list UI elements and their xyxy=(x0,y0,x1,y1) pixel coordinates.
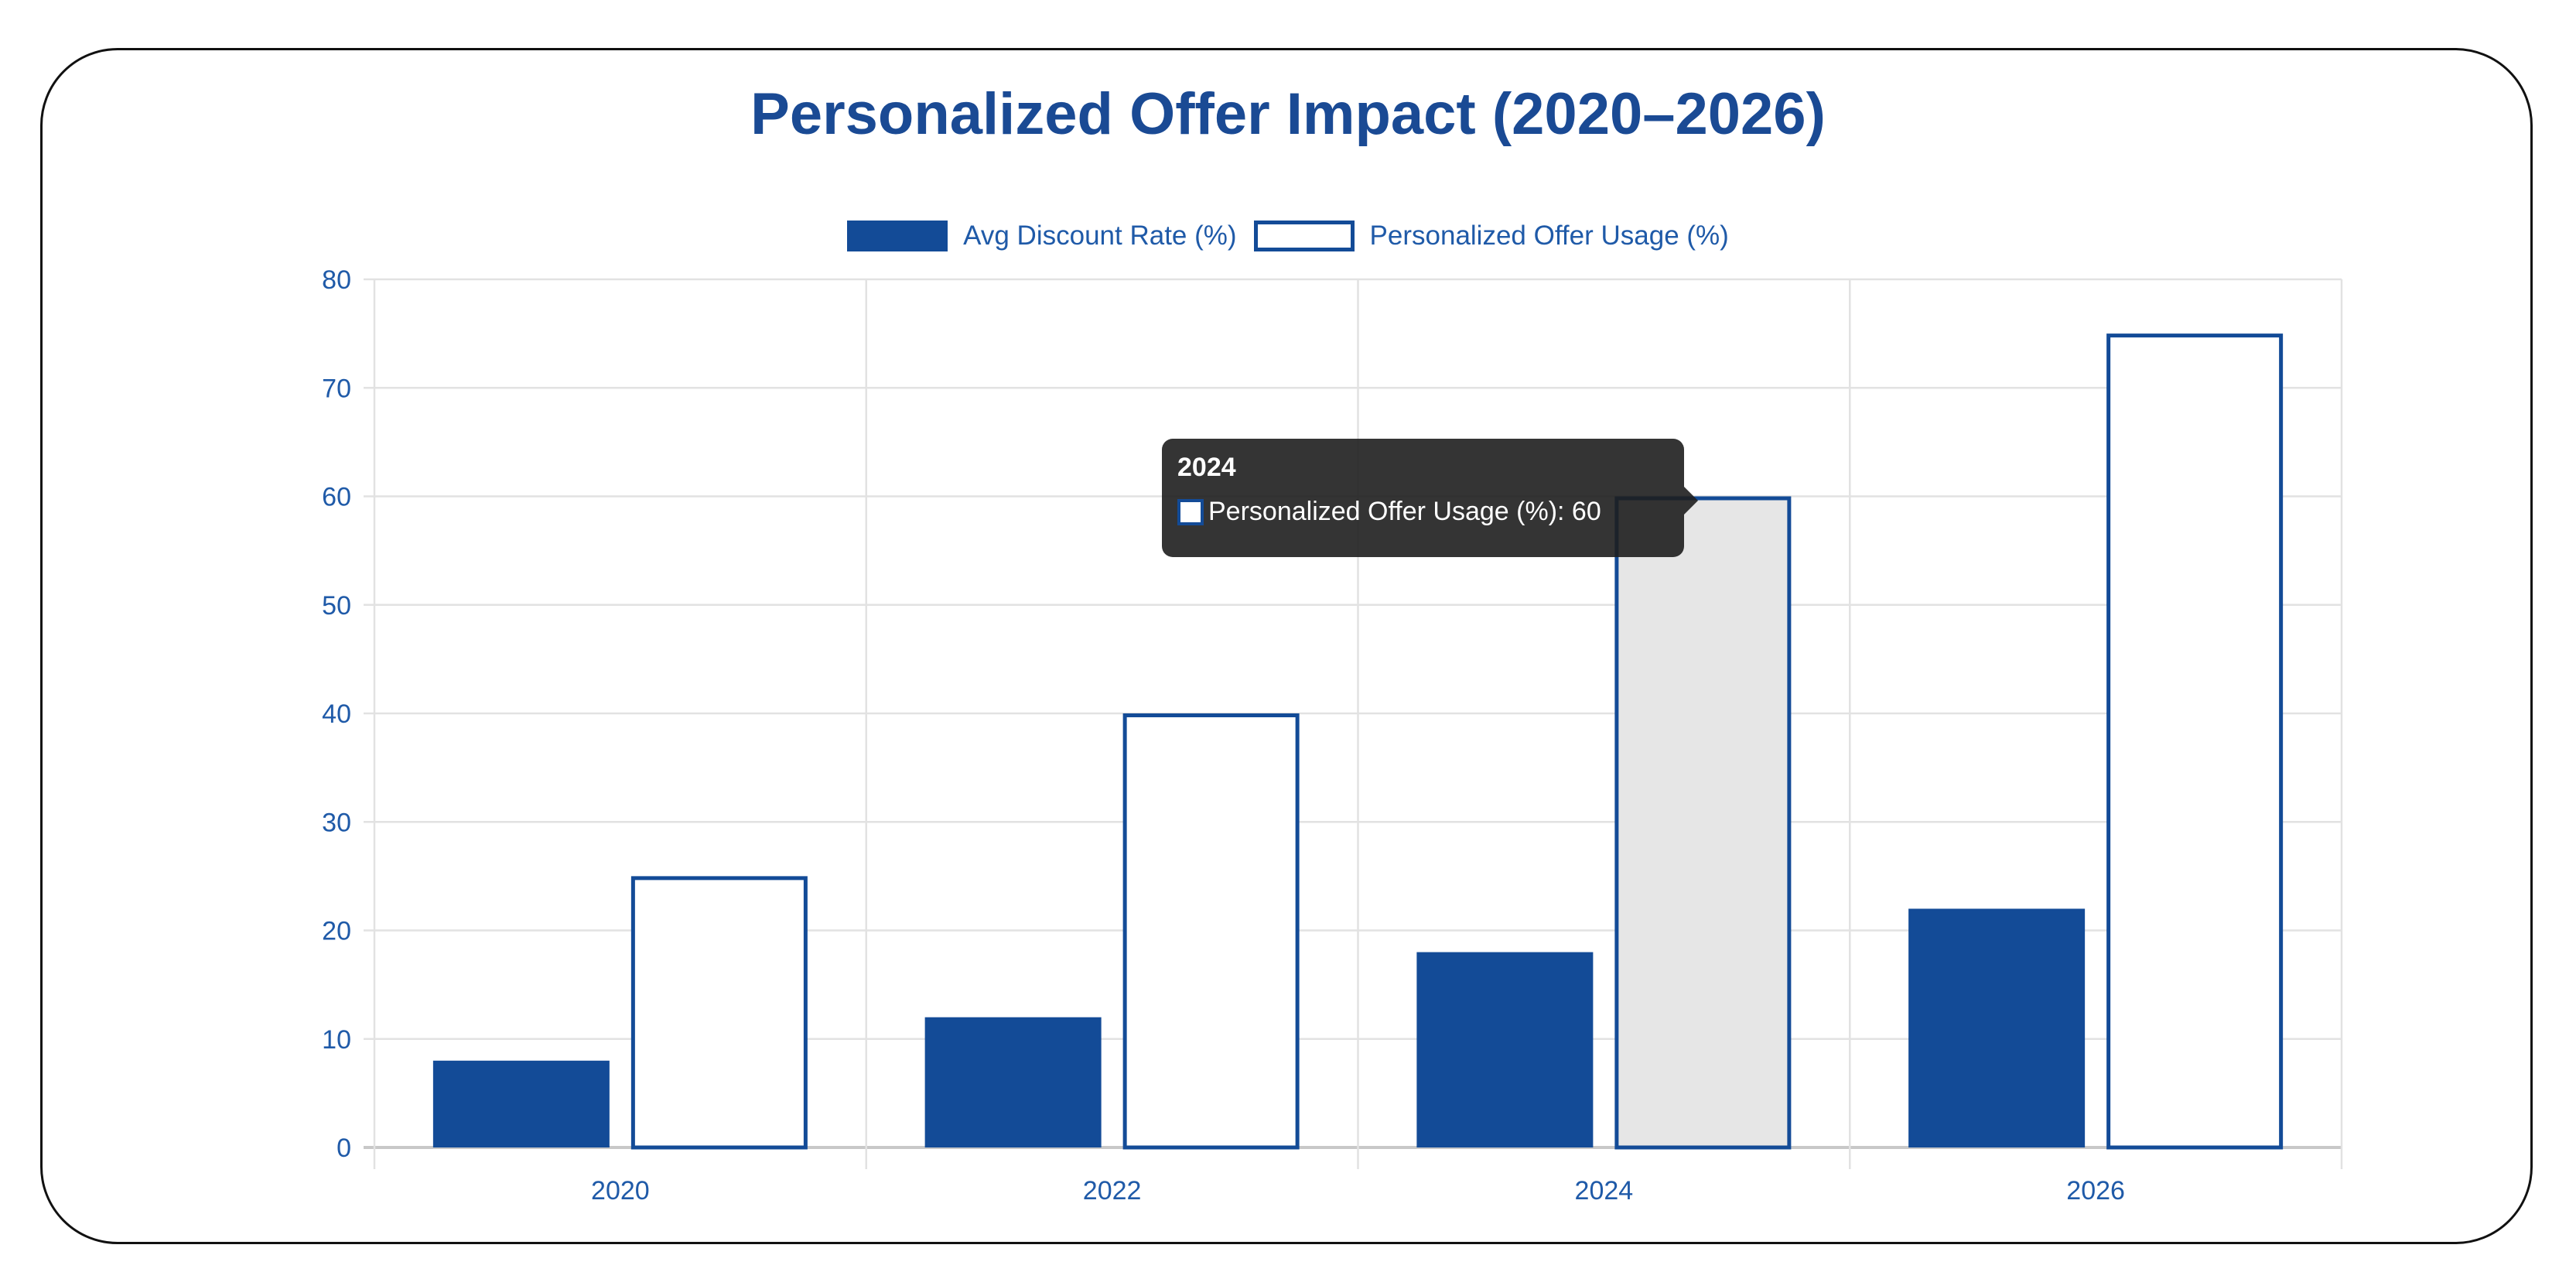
bar-2026-0[interactable] xyxy=(1908,908,2086,1147)
x-tick-label: 2022 xyxy=(1083,1176,1142,1205)
bar-2022-1[interactable] xyxy=(1122,713,1300,1150)
bar-2022-0[interactable] xyxy=(924,1017,1102,1147)
bar-2024-1[interactable] xyxy=(1614,496,1792,1150)
tooltip-label: Personalized Offer Usage (%): 60 xyxy=(1208,497,1601,526)
bar-2024-0[interactable] xyxy=(1416,952,1594,1147)
legend-label: Avg Discount Rate (%) xyxy=(963,221,1237,251)
legend-swatch-outlined xyxy=(1253,221,1355,251)
legend: Avg Discount Rate (%) Personalized Offer… xyxy=(0,221,2576,251)
legend-label: Personalized Offer Usage (%) xyxy=(1369,221,1729,251)
y-tick-label: 40 xyxy=(322,699,351,729)
y-tick-label: 50 xyxy=(322,591,351,621)
x-tick-label: 2020 xyxy=(591,1176,650,1205)
x-tick-label: 2026 xyxy=(2066,1176,2125,1205)
tooltip: 2024 Personalized Offer Usage (%): 60 xyxy=(1162,439,1698,557)
y-tick-label: 70 xyxy=(322,374,351,403)
bar-2026-1[interactable] xyxy=(2106,333,2284,1150)
y-tick-label: 60 xyxy=(322,483,351,512)
legend-item-usage[interactable]: Personalized Offer Usage (%) xyxy=(1253,221,1729,251)
x-tick-label: 2024 xyxy=(1575,1176,1634,1205)
chart-title: Personalized Offer Impact (2020–2026) xyxy=(750,81,1826,147)
legend-item-discount[interactable]: Avg Discount Rate (%) xyxy=(847,221,1237,251)
y-tick-label: 80 xyxy=(322,265,351,295)
chart-frame xyxy=(40,48,2533,1244)
y-tick-label: 20 xyxy=(322,917,351,946)
bar-2020-1[interactable] xyxy=(630,876,808,1150)
legend-swatch-filled xyxy=(847,221,948,251)
tooltip-swatch xyxy=(1177,498,1204,525)
y-tick-label: 30 xyxy=(322,808,351,837)
bar-2020-0[interactable] xyxy=(432,1060,610,1147)
tooltip-title: 2024 xyxy=(1177,453,1236,482)
y-tick-label: 0 xyxy=(337,1134,351,1163)
y-tick-label: 10 xyxy=(322,1025,351,1055)
